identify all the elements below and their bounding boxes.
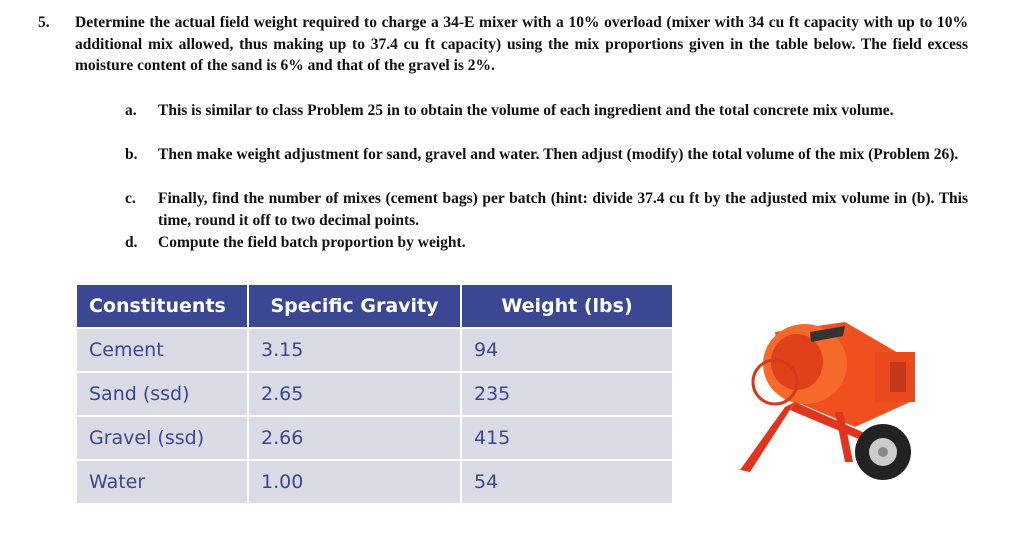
table-cell: 94: [460, 327, 674, 373]
table-cell: Water: [75, 459, 249, 505]
table-body: Cement 3.15 94 Sand (ssd) 2.65 235 Gravel (ssd…: [75, 327, 674, 505]
table-cell: 54: [460, 459, 674, 505]
header-cell: Weight (lbs): [460, 283, 674, 329]
table-cell: Gravel (ssd): [75, 415, 249, 461]
item-text: Finally, find the number of mixes (cemen…: [158, 190, 968, 229]
mixer-image: [740, 322, 915, 480]
table-cell: 1.00: [247, 459, 462, 505]
item-text: This is similar to class Problem 25 in t…: [158, 102, 894, 119]
item-label: a.: [125, 102, 137, 119]
table-cell: 415: [460, 415, 674, 461]
item-label: c.: [125, 190, 136, 207]
table-cell: Sand (ssd): [75, 371, 249, 417]
header-row: Constituents Specific Gravity Weight (lbs): [75, 283, 674, 329]
problem-number: 5.: [38, 14, 50, 31]
table-row: Sand (ssd) 2.65 235: [75, 371, 674, 417]
table-cell: Cement: [75, 327, 249, 373]
table-cell: 2.65: [247, 371, 462, 417]
table-cell: 235: [460, 371, 674, 417]
table-row: Gravel (ssd) 2.66 415: [75, 415, 674, 461]
header-cell: Constituents: [75, 283, 249, 329]
item-text: Compute the field batch proportion by we…: [158, 234, 466, 251]
table-row: Cement 3.15 94: [75, 327, 674, 373]
table-cell: 3.15: [247, 327, 462, 373]
item-text: Then make weight adjustment for sand, gr…: [158, 146, 959, 163]
table-cell: 2.66: [247, 415, 462, 461]
table-row: Water 1.00 54: [75, 459, 674, 505]
header-cell: Specific Gravity: [247, 283, 462, 329]
table: Constituents Specific Gravity Weight (lbs)…: [75, 283, 674, 505]
item-label: d.: [125, 234, 138, 251]
item-label: b.: [125, 146, 138, 163]
problem-text: Determine the actual field weight requir…: [75, 14, 968, 74]
